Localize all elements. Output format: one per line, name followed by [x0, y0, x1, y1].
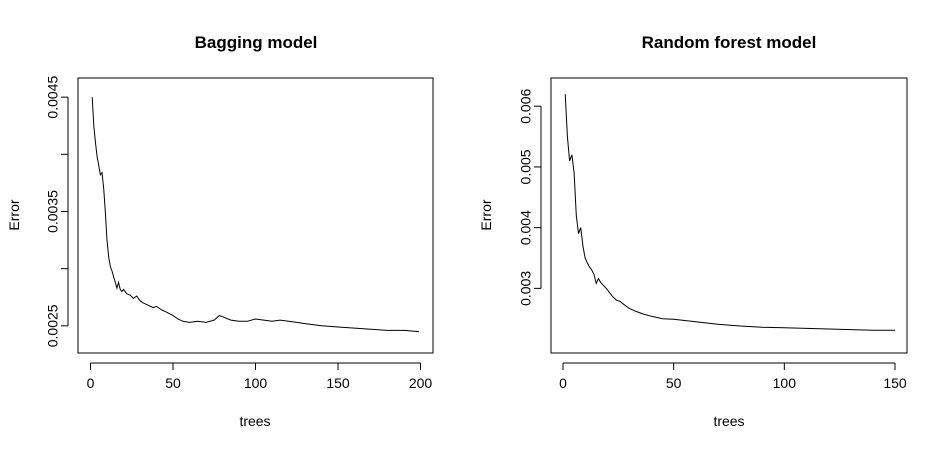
random-forest-chart-panel: Random forest model 0 50 100 150 0.003 0.004…: [478, 33, 908, 429]
x-tick-label: 150: [326, 375, 350, 391]
x-tick-label: 100: [773, 375, 797, 391]
y-axis: 0.0025 0.0035 0.0045: [45, 76, 69, 347]
x-axis-label: trees: [713, 413, 744, 429]
y-tick-label: 0.005: [518, 149, 534, 184]
y-tick-label: 0.006: [518, 88, 534, 123]
chart-title: Random forest model: [642, 33, 817, 52]
y-axis-label: Error: [6, 199, 22, 230]
x-axis: 0 50 100 150: [559, 362, 907, 391]
x-tick-label: 50: [666, 375, 682, 391]
error-series-line: [91, 97, 419, 333]
y-tick-label: 0.0045: [45, 76, 61, 119]
y-tick-label: 0.004: [518, 210, 534, 245]
plot-frame: [77, 77, 434, 354]
y-axis: 0.003 0.004 0.005 0.006: [518, 88, 542, 306]
plot-frame: [550, 77, 908, 354]
y-tick-label: 0.003: [518, 271, 534, 306]
x-tick-label: 50: [165, 375, 181, 391]
y-tick-label: 0.0035: [45, 190, 61, 233]
y-tick-label: 0.0025: [45, 304, 61, 347]
chart-title: Bagging model: [195, 33, 318, 52]
x-tick-label: 100: [244, 375, 268, 391]
x-tick-label: 200: [409, 375, 433, 391]
bagging-chart-panel: Bagging model 0 50 100 150 200 0.00250.00350…: [6, 33, 434, 429]
x-axis-label: trees: [239, 413, 270, 429]
y-axis-label: Error: [478, 199, 494, 230]
x-axis: 0 50 100 150 200: [87, 362, 433, 391]
error-series-line: [564, 94, 895, 331]
x-tick-label: 0: [559, 375, 567, 391]
x-tick-label: 150: [883, 375, 907, 391]
x-tick-label: 0: [87, 375, 95, 391]
